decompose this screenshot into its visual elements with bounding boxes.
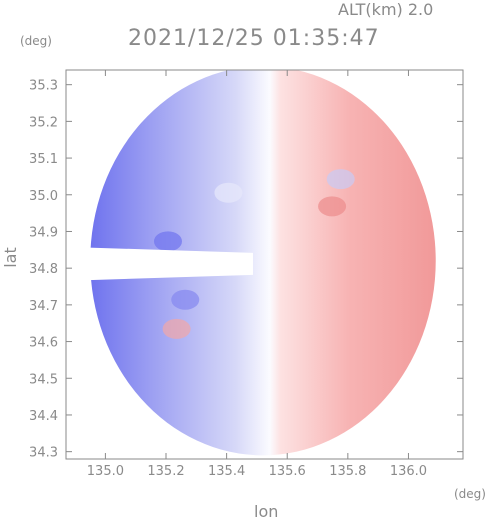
y-tick-label: 35.0 xyxy=(29,189,58,204)
altitude-label: ALT(km) 2.0 xyxy=(338,0,434,19)
velocity-field xyxy=(66,70,436,456)
echo-patch xyxy=(162,318,191,339)
echo-patch xyxy=(153,231,182,252)
blind-sector xyxy=(66,246,253,281)
radar-disc xyxy=(90,70,436,456)
y-tick-label: 34.8 xyxy=(29,262,58,277)
x-tick-label: 135.6 xyxy=(269,464,306,479)
x-axis-label: lon xyxy=(254,502,279,521)
x-tick-label: 136.0 xyxy=(390,464,427,479)
y-tick-label: 35.1 xyxy=(29,152,58,167)
x-tick-label: 135.4 xyxy=(208,464,245,479)
y-tick-label: 34.7 xyxy=(29,299,58,314)
echo-patch xyxy=(326,169,355,190)
echo-patch xyxy=(318,196,347,217)
y-unit-label: (deg) xyxy=(20,34,52,48)
y-tick-label: 34.4 xyxy=(29,409,58,424)
x-tick-label: 135.2 xyxy=(147,464,184,479)
plot-frame xyxy=(65,69,464,460)
echo-patch xyxy=(214,182,243,203)
y-tick-label: 34.5 xyxy=(29,372,58,387)
axes: 135.0 135.2 135.4 135.6 135.8 136.0 34.3 34.4 34… xyxy=(29,69,464,479)
y-tick-label: 34.9 xyxy=(29,225,58,240)
x-tick-label: 135.8 xyxy=(329,464,366,479)
y-tick-label: 35.3 xyxy=(29,79,58,94)
y-tick-label: 34.3 xyxy=(29,446,58,461)
x-unit-label: (deg) xyxy=(454,487,486,501)
y-tick-label: 34.6 xyxy=(29,336,58,351)
echo-patch xyxy=(171,289,200,310)
x-tick-label: 135.0 xyxy=(87,464,124,479)
timestamp-title: 2021/12/25 01:35:47 xyxy=(128,26,380,51)
y-tick-label: 35.2 xyxy=(29,115,58,130)
